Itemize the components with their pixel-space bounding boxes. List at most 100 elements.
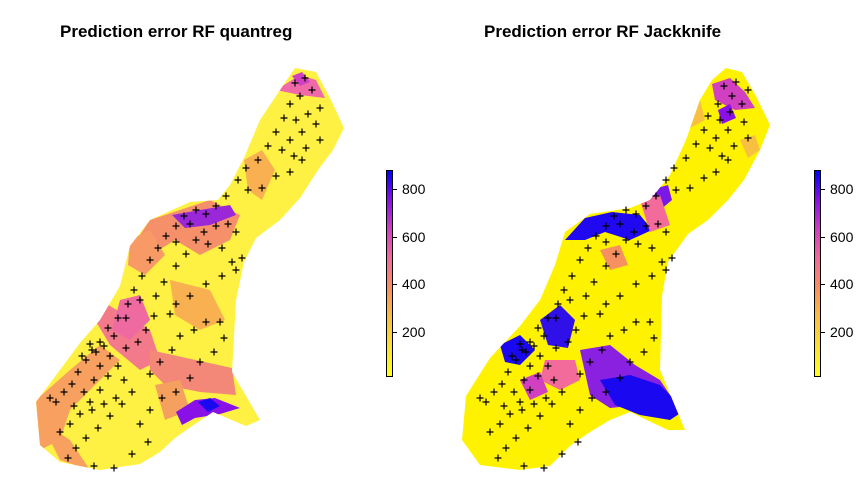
sample-point [518, 406, 526, 414]
sample-point [490, 388, 498, 396]
sample-point [122, 314, 130, 322]
sample-point [662, 228, 670, 236]
sample-point [634, 240, 642, 248]
sample-point [510, 388, 518, 396]
sample-point [542, 394, 550, 402]
sample-point [122, 344, 130, 352]
sample-point [232, 266, 240, 274]
sample-point [202, 280, 210, 288]
map-raster-jackknife [462, 68, 770, 470]
sample-point [506, 410, 514, 418]
sample-point [566, 296, 574, 304]
legend-jackknife: 800 600 400 200 [814, 170, 864, 380]
sample-point [524, 424, 532, 432]
sample-point [146, 256, 154, 264]
sample-point [588, 394, 596, 402]
sample-point [712, 168, 720, 176]
sample-point [500, 402, 508, 410]
sample-point [272, 172, 280, 180]
sample-point [202, 210, 210, 218]
sample-point [154, 244, 162, 252]
sample-point [56, 428, 64, 436]
sample-point [286, 136, 294, 144]
sample-point [80, 388, 88, 396]
sample-point [512, 434, 520, 442]
sample-point [620, 326, 628, 334]
sample-point [714, 100, 722, 108]
sample-point [124, 300, 132, 308]
sample-point [234, 176, 242, 184]
sample-point [718, 152, 726, 160]
sample-point [200, 228, 208, 236]
sample-point [692, 140, 700, 148]
sample-point [254, 156, 262, 164]
sample-point [92, 348, 100, 356]
sample-point [182, 250, 190, 258]
sample-point [548, 400, 556, 408]
sample-point [96, 386, 104, 394]
sample-point [142, 326, 150, 334]
sample-point [290, 152, 298, 160]
sample-point [558, 388, 566, 396]
sample-point [104, 372, 112, 380]
sample-points-jackknife [476, 78, 752, 472]
sample-point [730, 142, 738, 150]
sample-point [486, 428, 494, 436]
sample-point [212, 222, 220, 230]
sample-point [128, 388, 136, 396]
sample-point [180, 212, 188, 220]
sample-point [700, 126, 708, 134]
legend-label-200: 200 [402, 324, 426, 340]
sample-point [544, 314, 552, 322]
sample-point [258, 184, 266, 192]
sample-point [508, 352, 516, 360]
sample-point [304, 110, 312, 118]
sample-point [46, 394, 54, 402]
sample-point [90, 462, 98, 470]
sample-point [670, 164, 678, 172]
sample-point [716, 116, 724, 124]
sample-point [88, 346, 96, 354]
sample-point [602, 388, 610, 396]
sample-point [616, 220, 624, 228]
sample-point [704, 112, 712, 120]
sample-point [218, 272, 226, 280]
sample-point [626, 358, 634, 366]
sample-point [494, 454, 502, 462]
sample-point [172, 388, 180, 396]
sample-point [186, 374, 194, 382]
sample-point [88, 406, 96, 414]
sample-point [308, 86, 316, 94]
sample-point [238, 254, 246, 262]
sample-point [720, 82, 728, 90]
sample-point [66, 420, 74, 428]
sample-point [536, 412, 544, 420]
sample-point [630, 228, 638, 236]
sample-point [118, 400, 126, 408]
sample-point [632, 280, 640, 288]
sample-point [476, 394, 484, 402]
sample-point [106, 412, 114, 420]
sample-point [744, 134, 752, 142]
color-ramp-bar [814, 170, 821, 377]
sample-point [172, 262, 180, 270]
sample-point [652, 192, 660, 200]
sample-point [566, 420, 574, 428]
sample-point [544, 362, 552, 370]
sample-point [610, 212, 618, 220]
sample-point [136, 296, 144, 304]
sample-point [612, 250, 620, 258]
sample-point [146, 370, 154, 378]
sample-point [150, 312, 158, 320]
sample-point [112, 394, 120, 402]
sample-points-quantreg [46, 74, 324, 472]
sample-point [576, 406, 584, 414]
sample-point [520, 376, 528, 384]
sample-point [576, 370, 584, 378]
sample-point [560, 286, 568, 294]
sample-point [70, 402, 78, 410]
sample-point [286, 100, 294, 108]
sample-point [158, 394, 166, 402]
sample-point [224, 220, 232, 228]
sample-point [186, 220, 194, 228]
